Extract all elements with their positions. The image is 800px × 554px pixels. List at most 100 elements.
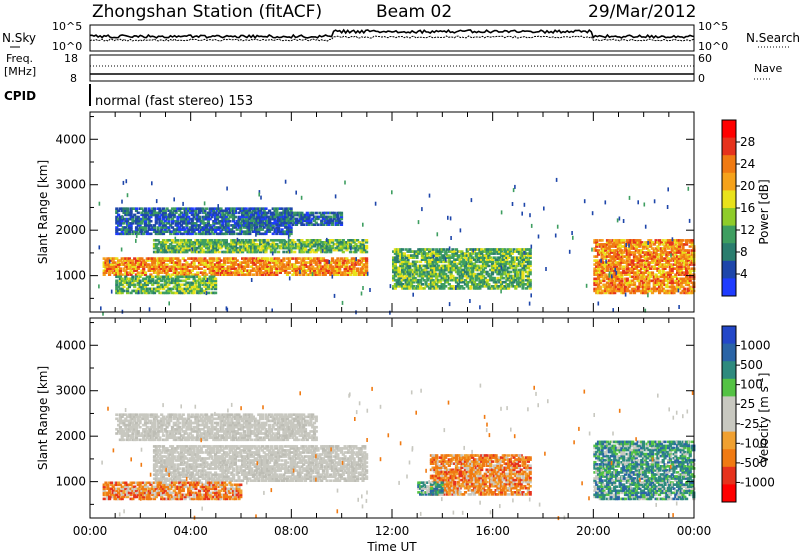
echo-cell [140, 265, 144, 268]
echo-cell [203, 211, 207, 215]
echo-cell [226, 219, 230, 223]
echo-cell [361, 246, 365, 250]
echo-cell [311, 265, 315, 268]
echo-cell [300, 223, 304, 226]
echo-cell [278, 239, 282, 242]
echo-cell [187, 244, 191, 248]
echo-cell [163, 244, 167, 248]
echo-cell [330, 265, 335, 268]
echo-cell [154, 271, 158, 274]
echo-cell [656, 263, 660, 266]
echo-cell [134, 219, 139, 223]
echo-cell [117, 285, 121, 289]
echo-cell [681, 253, 685, 256]
echo-cell [453, 260, 457, 264]
echo-cell [609, 263, 613, 266]
echo-cell [600, 249, 604, 252]
echo-cell [401, 274, 405, 278]
echo-cell [224, 244, 228, 248]
echo-cell [485, 264, 489, 268]
echo-cell [212, 271, 216, 274]
echo-cell [417, 280, 421, 284]
echo-cell [431, 283, 435, 286]
echo-cell [143, 209, 148, 213]
echo-cell [629, 259, 633, 262]
echo-cell [429, 268, 433, 272]
echo-cell [280, 265, 284, 268]
echo-cell [641, 283, 646, 287]
echo-cell [178, 271, 182, 274]
echo-cell [127, 279, 131, 283]
echo-cell [138, 263, 142, 266]
echo-cell [127, 230, 131, 233]
echo-cell [268, 273, 272, 276]
echo-cell [309, 263, 313, 266]
echo-cell [487, 285, 491, 288]
echo-cell [149, 228, 153, 231]
echo-cell [194, 242, 198, 246]
echo-cell [485, 258, 489, 261]
echo-cell [268, 267, 272, 270]
echo-cell [136, 283, 140, 287]
echo-cell [271, 273, 275, 276]
echo-cell [325, 215, 329, 219]
echo-cell [361, 267, 365, 270]
echo-cell [253, 221, 257, 225]
echo-cell [205, 259, 209, 262]
echo-cell [142, 228, 146, 231]
echo-cell [438, 250, 442, 253]
echo-cell [676, 269, 680, 272]
echo-cell [188, 209, 193, 213]
echo-cell [517, 278, 521, 282]
echo-cell [197, 250, 202, 254]
echo-cell [230, 224, 234, 227]
echo-cell [160, 242, 164, 246]
echo-cell [102, 265, 106, 268]
echo-cell [472, 285, 477, 288]
echo-cell [338, 239, 342, 242]
echo-cell [489, 256, 493, 259]
echo-cell [152, 207, 157, 210]
echo-cell [604, 255, 608, 258]
echo-cell [239, 222, 243, 225]
echo-cell [507, 278, 511, 282]
echo-cell [205, 261, 209, 264]
echo-cell [259, 224, 263, 227]
echo-cell [413, 270, 417, 274]
echo-cell [169, 230, 173, 233]
echo-cell [622, 271, 626, 274]
echo-cell [127, 265, 131, 268]
echo-cell [490, 262, 495, 266]
echo-cell [334, 246, 338, 250]
echo-cell [336, 246, 340, 250]
echo-cell [278, 241, 282, 244]
echo-cell [284, 242, 288, 246]
echo-cell [512, 276, 516, 280]
echo-cell [395, 285, 399, 288]
echo-cell [154, 242, 158, 246]
echo-cell [226, 261, 230, 264]
echo-cell [357, 246, 361, 250]
echo-cell [115, 287, 119, 291]
echo-cell [118, 207, 122, 210]
echo-cell [298, 241, 302, 244]
echo-cell [507, 248, 511, 251]
echo-cell [156, 217, 160, 221]
echo-cell [607, 243, 611, 246]
echo-cell [124, 230, 128, 233]
echo-cell [339, 273, 344, 276]
echo-cell [517, 276, 521, 280]
echo-cell [487, 274, 491, 278]
echo-cell [507, 272, 511, 276]
echo-cell [485, 285, 489, 288]
echo-cell [449, 268, 453, 272]
echo-cell [242, 273, 246, 276]
echo-cell [688, 271, 692, 274]
echo-cell [142, 289, 146, 293]
echo-cell [670, 277, 674, 281]
echo-cell [201, 217, 205, 221]
echo-cell [402, 285, 406, 288]
echo-cell [183, 222, 187, 225]
echo-cell [248, 259, 252, 262]
echo-cell [143, 291, 148, 295]
